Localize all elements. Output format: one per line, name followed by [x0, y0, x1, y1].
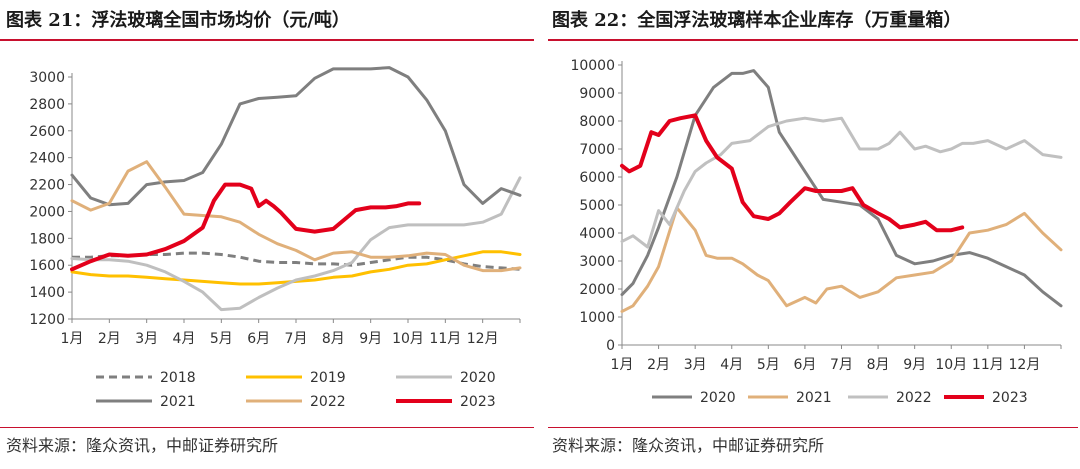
x-tick-label: 5月: [210, 331, 233, 347]
legend-label-2018: 2018: [160, 370, 196, 386]
series-line-2020: [620, 69, 1063, 308]
legend-label-2021: 2021: [796, 390, 832, 406]
legend-label-2022: 2022: [896, 390, 932, 406]
chart-panel-inventory: 图表 22：全国浮法玻璃样本企业库存（万重量箱） 0 1000 2000 3000 40…: [548, 0, 1080, 469]
series-line-2023: [70, 182, 422, 272]
x-tick-label: 2月: [647, 357, 670, 373]
legend-label-2023: 2023: [992, 390, 1028, 406]
chart-title: 图表 22：全国浮法玻璃样本企业库存（万重量箱）: [552, 10, 962, 31]
y-tick-label: 1600: [29, 258, 65, 274]
series-line-2023: [620, 113, 965, 233]
y-tick-label: 1400: [29, 285, 65, 301]
y-tick-label: 0: [606, 338, 615, 354]
legend-label-2021: 2021: [160, 394, 196, 410]
source-divider: [548, 427, 1078, 428]
chart-title: 图表 21：浮法玻璃全国市场均价（元/吨）: [6, 10, 350, 31]
x-tick-label: 2月: [98, 331, 121, 347]
x-tick-label: 5月: [757, 357, 780, 373]
legend-label-2020: 2020: [460, 370, 496, 386]
x-tick-label: 12月: [1009, 357, 1041, 373]
y-tick-label: 2000: [579, 282, 615, 298]
x-tick-label: 8月: [322, 331, 345, 347]
y-tick-label: 9000: [579, 86, 615, 102]
x-tick-label: 4月: [720, 357, 743, 373]
x-tick-label: 1月: [611, 357, 634, 373]
y-tick-label: 8000: [579, 114, 615, 130]
series-line-2022: [620, 116, 1063, 249]
y-tick-label: 2000: [29, 204, 65, 220]
source-note: 资料来源：隆众资讯，中邮证券研究所: [552, 436, 825, 455]
legend-label-2022: 2022: [310, 394, 346, 410]
series-line-2020: [70, 176, 522, 312]
y-tick-label: 2200: [29, 178, 65, 194]
x-tick-label: 6月: [793, 357, 816, 373]
chart-panel-price: 图表 21：浮法玻璃全国市场均价（元/吨） 1200 1400 1600 1800 20…: [0, 10, 534, 455]
price-line-chart: 1200 1400 1600 1800 2000 2200 2400 2600 2800 3000…: [29, 66, 522, 410]
y-tick-label: 1800: [29, 231, 65, 247]
x-tick-label: 1月: [61, 331, 84, 347]
y-tick-label: 2400: [29, 151, 65, 167]
series-line-2018: [72, 251, 521, 271]
y-tick-label: 1000: [579, 310, 615, 326]
series-line-2021: [70, 66, 522, 207]
x-tick-label: 3月: [684, 357, 707, 373]
x-tick-label: 7月: [830, 357, 853, 373]
series-line-2021: [620, 206, 1063, 313]
x-tick-label: 11月: [972, 357, 1004, 373]
title-divider: [0, 39, 534, 41]
inventory-line-chart: 0 1000 2000 3000 4000 5000 6000 7000 8000 9000 100…: [570, 58, 1063, 406]
y-tick-label: 2600: [29, 124, 65, 140]
y-tick-label: 5000: [579, 198, 615, 214]
x-tick-label: 6月: [247, 331, 270, 347]
y-tick-label: 7000: [579, 142, 615, 158]
x-tick-label: 9月: [903, 357, 926, 373]
series-line-2022: [70, 160, 522, 273]
x-tick-label: 10月: [935, 357, 967, 373]
x-tick-label: 12月: [467, 331, 499, 347]
x-tick-label: 4月: [173, 331, 196, 347]
y-tick-label: 3000: [29, 70, 65, 86]
x-tick-label: 11月: [429, 331, 461, 347]
title-divider: [548, 39, 1078, 41]
legend-label-2023: 2023: [460, 394, 496, 410]
y-tick-label: 6000: [579, 170, 615, 186]
x-tick-label: 8月: [867, 357, 890, 373]
source-note: 资料来源：隆众资讯，中邮证券研究所: [6, 436, 279, 455]
y-tick-label: 1200: [29, 312, 65, 328]
y-tick-label: 2800: [29, 97, 65, 113]
legend-label-2019: 2019: [310, 370, 346, 386]
y-tick-label: 4000: [579, 226, 615, 242]
source-divider: [0, 427, 534, 428]
x-tick-label: 10月: [392, 331, 424, 347]
x-tick-label: 3月: [135, 331, 158, 347]
x-tick-label: 9月: [359, 331, 382, 347]
y-tick-label: 3000: [579, 254, 615, 270]
legend-label-2020: 2020: [700, 390, 736, 406]
y-tick-label: 10000: [570, 58, 615, 74]
x-tick-label: 7月: [285, 331, 308, 347]
